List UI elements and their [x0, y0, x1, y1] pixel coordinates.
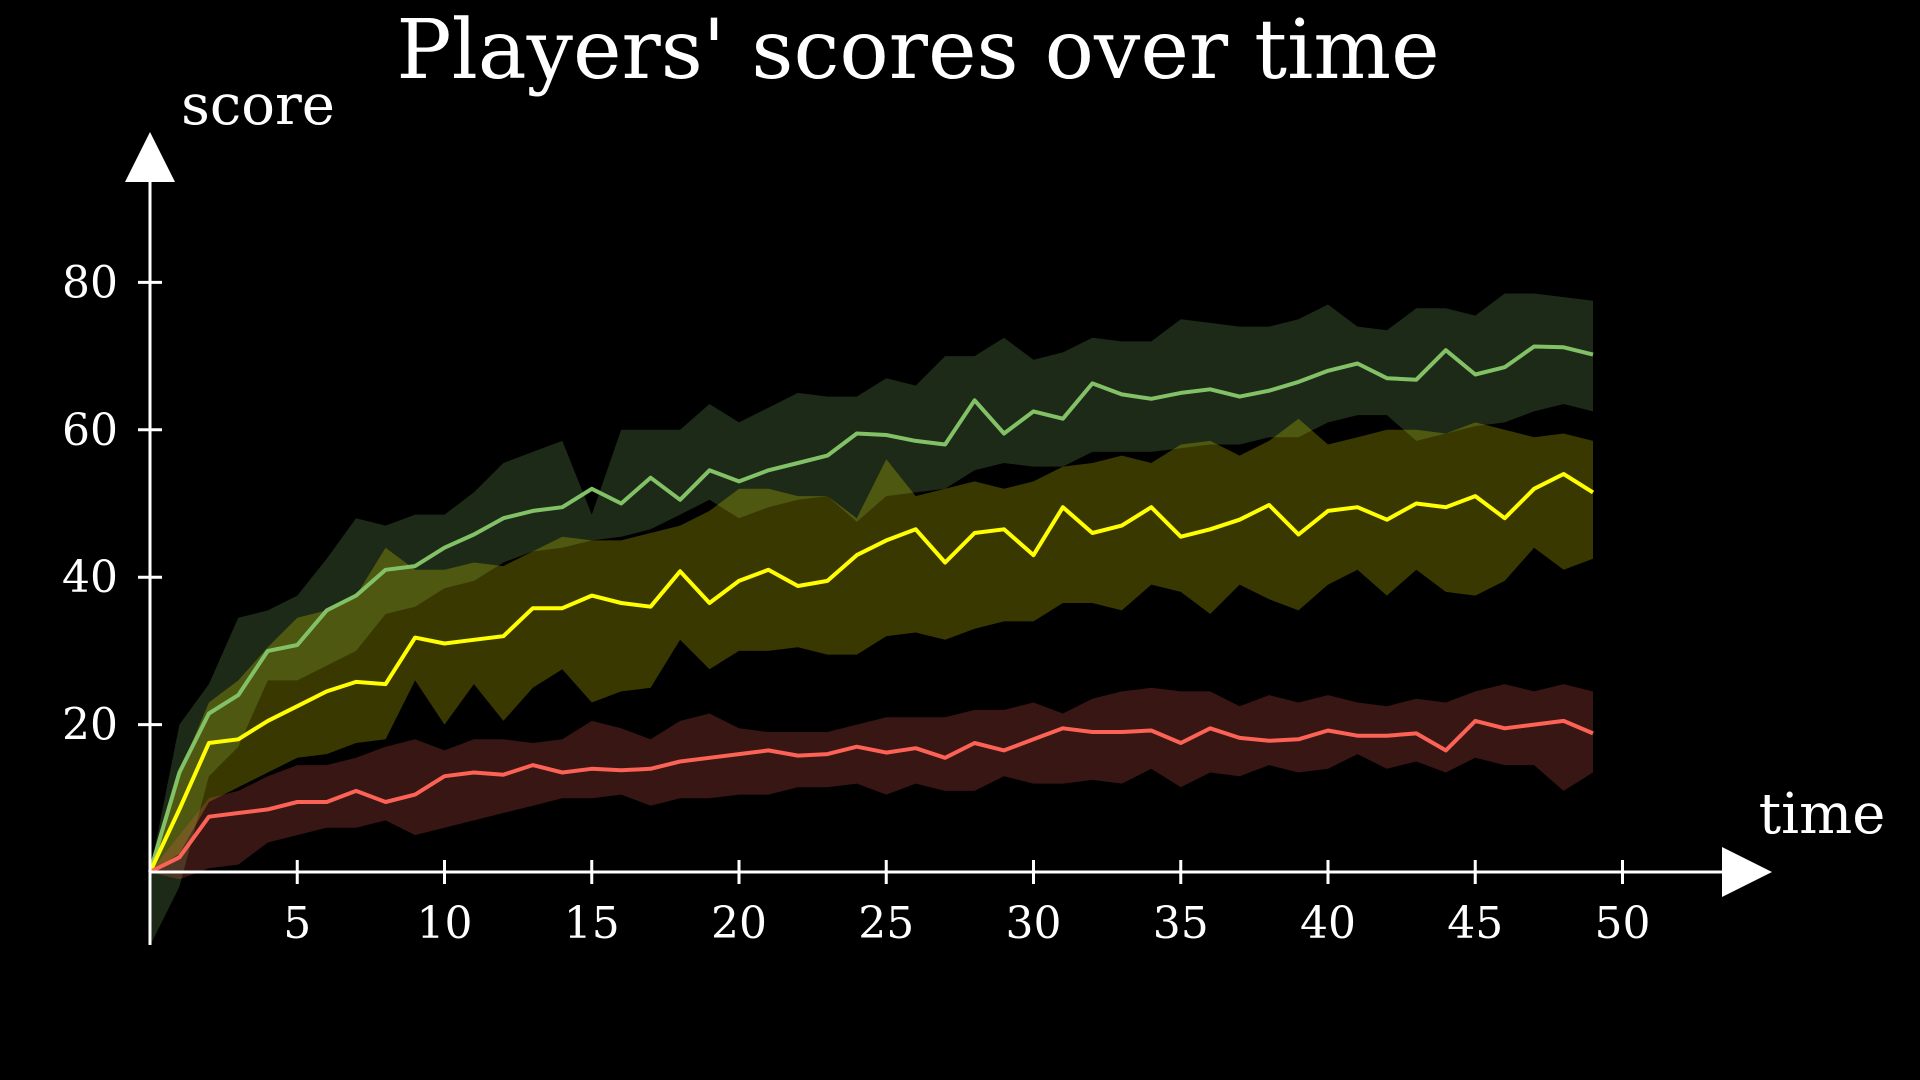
x-axis-label: time	[1759, 782, 1886, 847]
chart-title: Players' scores over time	[396, 3, 1439, 98]
y-axis-label: score	[181, 73, 335, 138]
x-tick-label: 5	[283, 898, 311, 949]
series-bands	[150, 293, 1593, 946]
series-1-band	[150, 293, 1593, 946]
x-tick-label: 50	[1595, 898, 1651, 949]
y-tick-label: 80	[62, 257, 118, 308]
x-tick-label: 10	[417, 898, 473, 949]
series-lines	[148, 344, 1595, 874]
x-tick-label: 40	[1300, 898, 1356, 949]
series-2-band	[150, 418, 1593, 872]
y-axis-arrow	[125, 132, 175, 182]
x-tick-label: 30	[1006, 898, 1062, 949]
series-2-line	[148, 472, 1595, 873]
x-tick-label: 45	[1447, 898, 1503, 949]
y-tick-label: 40	[62, 552, 118, 603]
x-ticks: 5 10 15 20 25 30 35 40 45 50	[283, 860, 1651, 949]
x-tick-label: 35	[1153, 898, 1209, 949]
y-tick-label: 20	[62, 700, 118, 751]
series-1-line	[148, 344, 1594, 873]
x-axis-arrow	[1722, 847, 1772, 897]
x-tick-label: 20	[711, 898, 767, 949]
series-3-line	[149, 718, 1594, 874]
series-3-band	[150, 684, 1593, 880]
x-tick-label: 25	[858, 898, 914, 949]
x-tick-label: 15	[564, 898, 620, 949]
y-tick-label: 60	[62, 405, 118, 456]
y-ticks: 20 40 60 80	[62, 257, 162, 751]
